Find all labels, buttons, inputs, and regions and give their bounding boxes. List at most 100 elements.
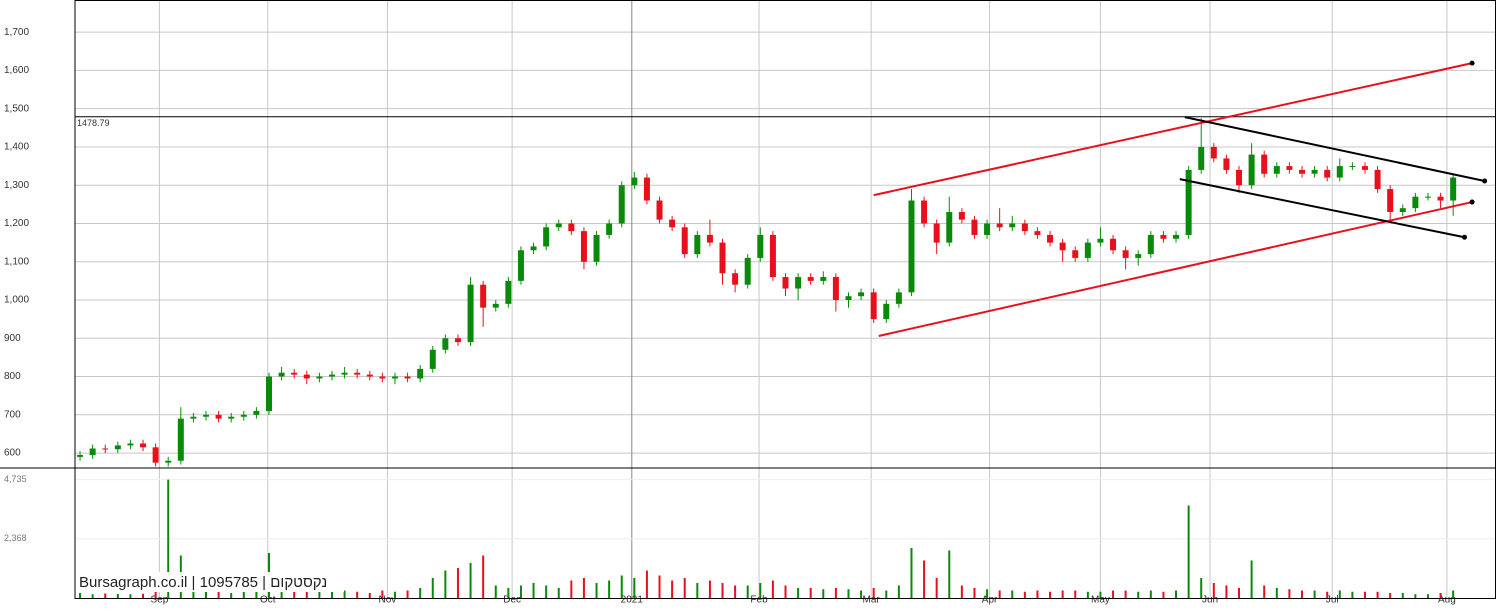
candle-body xyxy=(1047,234,1054,243)
candle-body xyxy=(517,250,524,281)
y-tick-label: 1,500 xyxy=(4,103,29,114)
volume-bar xyxy=(897,585,900,598)
candle-body xyxy=(921,200,928,224)
volume-tick-label: 4,735 xyxy=(4,474,27,484)
candle-body xyxy=(303,374,310,379)
volume-bar xyxy=(696,583,699,598)
x-tick-label: Aug xyxy=(1438,595,1456,606)
volume-bar xyxy=(1124,590,1127,598)
candle-body xyxy=(1034,231,1041,235)
volume-bar xyxy=(1275,588,1278,598)
candle-body xyxy=(694,234,701,255)
candle-body xyxy=(1084,242,1091,258)
candle-body xyxy=(669,219,676,228)
volume-bar xyxy=(1426,594,1429,598)
volume-bar xyxy=(1086,591,1089,598)
volume-bar xyxy=(998,590,1001,598)
candle-body xyxy=(845,296,852,301)
volume-bar xyxy=(872,588,875,598)
horizontal-line-label: 1478.79 xyxy=(77,118,110,128)
candle-body xyxy=(404,376,411,379)
volume-bar xyxy=(1439,593,1442,598)
candle-body xyxy=(77,454,84,457)
y-tick-label: 600 xyxy=(4,448,21,459)
candle-body xyxy=(278,372,285,377)
candle-body xyxy=(316,376,323,379)
candle-body xyxy=(858,292,865,297)
candle-body xyxy=(769,234,776,278)
candle-body xyxy=(1412,196,1419,209)
volume-bar xyxy=(1112,590,1115,598)
candle-body xyxy=(643,177,650,201)
volume-bar xyxy=(129,594,132,598)
volume-bar xyxy=(746,585,749,598)
x-tick-label: Mar xyxy=(863,595,881,606)
volume-bar xyxy=(960,585,963,598)
candle-body xyxy=(1349,166,1356,168)
volume-bar xyxy=(645,570,648,598)
volume-bar xyxy=(330,591,333,598)
volume-bar xyxy=(1011,590,1014,598)
trendline-handle xyxy=(1469,199,1475,205)
volume-bar xyxy=(142,593,145,598)
x-tick-label: May xyxy=(1091,595,1110,606)
candle-body xyxy=(1374,169,1381,190)
trendline xyxy=(1179,178,1465,239)
trendline xyxy=(873,62,1473,197)
volume-bar xyxy=(683,578,686,598)
x-tick-label: Nov xyxy=(379,595,397,606)
candle-body xyxy=(467,284,474,343)
volume-bar xyxy=(910,548,913,598)
volume-bar xyxy=(1049,591,1052,598)
trendline-handle xyxy=(1469,60,1475,66)
volume-bar xyxy=(595,583,598,598)
volume-bar xyxy=(318,591,321,598)
volume-bar xyxy=(154,590,157,598)
candle-body xyxy=(795,277,802,289)
volume-bar xyxy=(1200,578,1203,598)
volume-bar xyxy=(1023,591,1026,598)
volume-bar xyxy=(1061,590,1064,598)
candle-body xyxy=(391,376,398,379)
candle-body xyxy=(555,223,562,228)
y-tick-label: 1,100 xyxy=(4,256,29,267)
volume-bar xyxy=(847,589,850,598)
candle-body xyxy=(1021,223,1028,232)
candle-body xyxy=(177,418,184,461)
volume-bar xyxy=(1263,585,1266,598)
volume-bar xyxy=(885,590,888,598)
candle-body xyxy=(1336,166,1343,178)
x-tick-label: Apr xyxy=(982,595,998,606)
trendline xyxy=(1184,116,1485,182)
volume-bar xyxy=(444,570,447,598)
volume-bar xyxy=(356,591,359,598)
candle-body xyxy=(1160,234,1167,239)
volume-bar xyxy=(1175,590,1178,598)
candle-body xyxy=(631,177,638,186)
candle-body xyxy=(341,372,348,375)
volume-bar xyxy=(104,593,107,598)
candle-body xyxy=(366,374,373,377)
candle-body xyxy=(1198,146,1205,170)
volume-bar xyxy=(973,588,976,598)
volume-bar xyxy=(1313,590,1316,598)
volume-bar xyxy=(658,575,661,598)
candle-body xyxy=(505,280,512,304)
volume-bar xyxy=(671,580,674,598)
volume-bar xyxy=(305,590,308,598)
candle-body xyxy=(354,372,361,375)
volume-bar xyxy=(860,590,863,598)
volume-bar xyxy=(721,583,724,598)
candle-body xyxy=(203,414,210,417)
candle-body xyxy=(971,219,978,235)
volume-bar xyxy=(1288,589,1291,598)
watermark-bg xyxy=(76,572,344,592)
volume-bar xyxy=(784,585,787,598)
volume-bar xyxy=(797,588,800,598)
y-tick-label: 1,000 xyxy=(4,295,29,306)
candle-body xyxy=(190,416,197,419)
volume-bar xyxy=(935,578,938,598)
candle-body xyxy=(1210,146,1217,159)
candle-body xyxy=(1059,242,1066,251)
